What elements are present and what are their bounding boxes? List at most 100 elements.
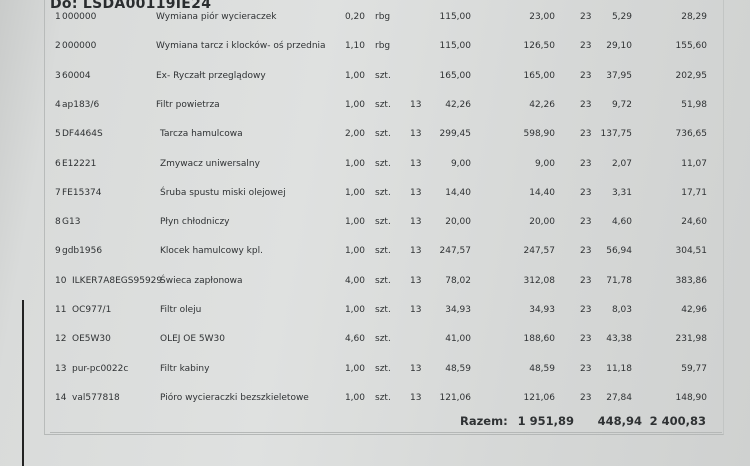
item-gross-value: 231,98 [675,334,708,345]
item-number: 4 [55,99,61,110]
item-unit: szt. [375,246,391,257]
item-vat-amount: 29,10 [606,41,632,52]
table-row: 13 pur-pc0022c Filtr kabiny 1,00 szt. 13 48,59… [0,364,750,380]
item-number: 5 [55,129,61,140]
table-row: 10 ILKER7A8EGS95929 Świeca zapłonowa 4,00 sz… [0,276,750,292]
item-quantity: 2,00 [344,129,365,140]
item-net-value: 9,00 [534,158,555,169]
item-quantity: 1,00 [344,363,365,374]
item-vat-rate: 23 [580,363,592,374]
item-vat-amount: 27,84 [606,392,632,403]
item-net-value: 14,40 [529,187,555,198]
item-number: 13 [55,363,67,374]
item-gross-value: 202,95 [675,70,708,81]
item-discount: 13 [410,363,422,374]
table-row: 4 ap183/6 Filtr powietrza 1,00 szt. 13 42,26 42… [0,100,750,116]
item-net-value: 121,06 [523,392,556,403]
item-vat-amount: 8,03 [611,305,632,315]
item-net-value: 42,26 [529,99,555,110]
item-unit: szt. [375,275,391,286]
item-name: Zmywacz uniwersalny [160,158,260,169]
item-name: Filtr kabiny [160,363,210,374]
item-unit-price: 247,57 [439,246,472,257]
item-unit: szt. [375,217,391,228]
item-unit-price: 115,00 [439,41,472,52]
item-discount: 13 [410,187,422,198]
table-row: 7 FE15374 Śruba spustu miski olejowej 1,00 s… [0,188,750,204]
item-number: 8 [55,217,61,228]
totals-net: 1 951,89 [517,414,574,428]
item-unit: szt. [375,129,391,140]
item-net-value: 188,60 [523,334,556,345]
item-quantity: 1,00 [344,305,365,315]
item-vat-amount: 43,38 [606,334,632,345]
table-row: 2 000000 Wymiana tarcz i klocków- oś przed… [0,41,750,57]
item-unit-price: 20,00 [445,217,471,228]
item-gross-value: 17,71 [681,187,707,198]
item-number: 12 [55,334,67,345]
item-code: DF4464S [62,129,103,140]
item-unit: rbg [375,41,391,52]
item-name: Filtr oleju [160,305,202,315]
item-quantity: 1,00 [344,70,365,81]
table-row: 12 OE5W30 OLEJ OE 5W30 4,60 szt. 41,00 188,60 2… [0,334,750,350]
item-name: Tarcza hamulcowa [160,129,243,140]
item-code: ap183/6 [62,99,100,110]
item-name: Śruba spustu miski olejowej [160,187,286,198]
item-vat-rate: 23 [580,217,592,228]
item-code: OE5W30 [72,334,111,345]
item-vat-amount: 71,78 [606,275,632,286]
item-vat-amount: 137,75 [600,129,633,140]
item-quantity: 4,00 [344,275,365,286]
item-discount: 13 [410,129,422,140]
item-gross-value: 736,65 [675,129,708,140]
table-row: 6 E12221 Zmywacz uniwersalny 1,00 szt. 13 9,00… [0,159,750,175]
item-vat-amount: 5,29 [611,12,632,22]
item-unit-price: 42,26 [445,99,471,110]
document-title: Do: LSDA00119IE24 [50,0,212,12]
item-name: Świeca zapłonowa [160,275,243,286]
item-discount: 13 [410,305,422,315]
item-code: G13 [62,217,81,228]
item-discount: 13 [410,275,422,286]
item-unit-price: 9,00 [450,158,471,169]
item-number: 7 [55,187,61,198]
item-unit-price: 41,00 [445,334,471,345]
item-vat-amount: 2,07 [611,158,632,169]
item-unit: szt. [375,187,391,198]
item-code: 000000 [62,41,97,52]
item-quantity: 1,00 [344,217,365,228]
item-code: gdb1956 [62,246,103,257]
item-number: 11 [55,305,67,315]
item-code: E12221 [62,158,97,169]
item-number: 2 [55,41,61,52]
item-code: 000000 [62,12,97,22]
table-row: 9 gdb1956 Klocek hamulcowy kpl. 1,00 szt. 13 2… [0,246,750,262]
item-vat-rate: 23 [580,99,592,110]
item-unit-price: 48,59 [445,363,471,374]
item-vat-rate: 23 [580,41,592,52]
item-unit-price: 115,00 [439,12,472,22]
item-unit: szt. [375,363,391,374]
item-number: 10 [55,275,67,286]
item-net-value: 23,00 [529,12,555,22]
item-gross-value: 28,29 [681,12,707,22]
item-vat-rate: 23 [580,334,592,345]
item-gross-value: 11,07 [681,158,707,169]
item-unit: szt. [375,334,391,345]
item-vat-rate: 23 [580,246,592,257]
table-row: 5 DF4464S Tarcza hamulcowa 2,00 szt. 13 299,45… [0,129,750,145]
item-unit: szt. [375,70,391,81]
table-row: 14 val577818 Pióro wycieraczki bezszkielet… [0,393,750,409]
item-unit: szt. [375,305,391,315]
item-name: Klocek hamulcowy kpl. [160,246,263,257]
item-name: Płyn chłodniczy [160,217,230,228]
item-unit-price: 78,02 [445,275,471,286]
item-number: 9 [55,246,61,257]
item-vat-rate: 23 [580,305,592,315]
item-number: 3 [55,70,61,81]
item-gross-value: 51,98 [681,99,707,110]
item-discount: 13 [410,246,422,257]
item-name: Ex- Ryczałt przeglądowy [156,70,266,81]
item-vat-rate: 23 [580,275,592,286]
